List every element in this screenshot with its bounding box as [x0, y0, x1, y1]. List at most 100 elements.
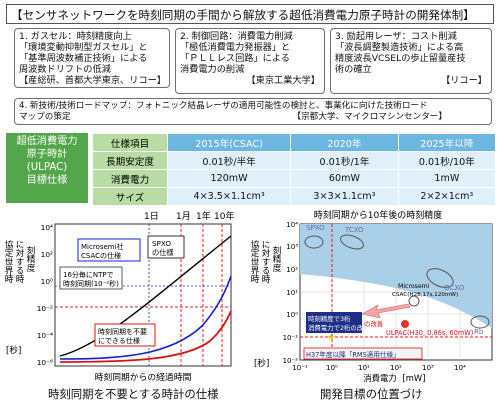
spec-row: サイズ 4×3.5×1.1cm³ 3×3×1.1cm³ 2×2×1cm³: [92, 187, 497, 206]
box3-org: 【リコー】: [441, 75, 487, 86]
improvement-arrow: [361, 303, 411, 319]
right-ytick: 10⁰: [286, 311, 298, 319]
ocxo-label: OCXO: [444, 284, 465, 292]
box1-line1: 1. ガスセル：時刻精度向上: [19, 31, 132, 42]
right-ytick: 10¹: [286, 289, 298, 297]
task-box-1: 1. ガスセル：時刻精度向上 「環境変動抑制型ガスセル」と 「基準周波数補正技術…: [14, 28, 170, 88]
left-graph: 1日 1月 1年 10年 協定世界時 に対する時 刻精度 [秒] 10⁴ 10²…: [3, 210, 234, 383]
box2-line1: 2. 制御回路：消費電力削減: [180, 31, 293, 42]
spec-row: 長期安定度 0.01秒/半年 0.01秒/1年 0.01秒/10年: [92, 151, 497, 170]
spec-col-2025: 2025年以降: [397, 133, 497, 152]
spec-cell: 2×2×1cm³: [397, 187, 497, 206]
right-ytick: 10³: [286, 243, 298, 251]
ann-ntp-line2: 時刻同期(10⁻²秒): [63, 279, 119, 288]
csac-marker: [408, 295, 420, 307]
left-ytick: 10⁰: [41, 277, 53, 286]
left-ylabel-line3: 刻精度: [25, 245, 35, 273]
spxo-label: SPXO: [306, 224, 325, 232]
left-ytick: 10⁻⁶: [37, 358, 53, 367]
spec-cell: 60mW: [290, 169, 399, 188]
spec-col-2020: 2020年: [290, 133, 399, 152]
ann-spxo-box: [147, 235, 185, 259]
left-yticks: 10⁴ 10² 10⁰ 10⁻² 10⁻⁴ 10⁻⁶: [37, 223, 53, 367]
ann-target-line2: にできる仕様: [98, 336, 140, 345]
right-graph-title: 時刻同期から10年後の時刻精度: [314, 209, 442, 221]
ann-microsemi-box: [77, 238, 141, 262]
ann-improve-suffix: の改善: [364, 319, 384, 328]
spec-cell: 1mW: [397, 169, 497, 188]
csac-label2: CSAC(H28,17s,120mW): [392, 292, 458, 298]
right-xtick: 10⁻¹: [292, 364, 308, 372]
box3-line2: 「波長調整製造技術」による高: [335, 42, 464, 53]
spec-cell: 0.01秒/半年: [166, 151, 292, 170]
spec-cell: 4×3.5×1.1cm³: [166, 187, 292, 206]
right-xtick: 10⁰: [326, 364, 338, 372]
right-ylabel-line1: 協定世界時: [249, 239, 259, 283]
page-title: 【センサネットワークを時刻同期の手間から解放する超低消費電力原子時計の開発体制】: [6, 4, 494, 24]
right-yunit: [秒]: [254, 357, 269, 369]
ann-microsemi-line1: Microsemi社: [81, 242, 124, 251]
right-xtick: 10²: [390, 364, 402, 372]
left-ytick: 10⁻⁴: [37, 331, 53, 340]
right-xtick: 10¹: [358, 364, 370, 372]
spxo-curve: [59, 235, 232, 357]
target-star-icon: ★: [327, 333, 335, 343]
box4-line2: マップの策定: [19, 111, 71, 122]
spec-header-row: 仕様項目 2015年(CSAC) 2020年 2025年以降: [92, 133, 497, 152]
ulpac-point: ULPAC(H30, 0.86s, 60mW): [386, 320, 473, 337]
left-ytick: 10⁻²: [37, 304, 53, 313]
left-ylabel: 協定世界時 に対する時 刻精度: [3, 239, 35, 283]
task-box-3: 3. 励起用レーザ：コスト削減 「波長調整製造技術」による高 精度波長VCSEL…: [330, 28, 492, 94]
left-top-label-year: 1年: [196, 210, 211, 222]
right-ylabel-line3: 刻精度: [271, 245, 281, 273]
ulpac-marker: [401, 320, 409, 328]
spec-label-line3: (ULPAC): [26, 162, 68, 173]
box3-line4: 術の確立: [335, 64, 372, 75]
spec-cell: 0.01秒/10年: [397, 151, 497, 170]
right-xtick: 10⁴: [454, 364, 466, 372]
ann-target-right-box: [303, 347, 423, 360]
right-ytick: 10⁴: [286, 221, 298, 229]
csac-label: Microsemi: [398, 283, 430, 290]
rb-ellipse: [470, 315, 490, 329]
spec-label: 超低消費電力 原子時計 (ULPAC) 目標仕様: [6, 133, 88, 203]
box2-line4: 消費電力の削減: [180, 64, 245, 75]
ann-ntp-line1: 16分毎にNTPで: [63, 270, 114, 279]
right-caption: 開発目標の位置づけ: [320, 387, 423, 401]
spxo-ellipse: [304, 235, 324, 249]
right-xunit: [mW]: [403, 373, 426, 383]
spec-cell: 120mW: [166, 169, 292, 188]
spec-table: 仕様項目 2015年(CSAC) 2020年 2025年以降 長期安定度 0.0…: [92, 133, 497, 206]
ann-target-right-text: H37年度以降「RMS適用仕様」: [306, 350, 400, 359]
box2-line3: 「ＰＬＬレス回路」による: [180, 53, 290, 64]
clock-rb: Rb: [470, 315, 490, 336]
spec-header-label: 仕様項目: [92, 133, 168, 152]
box1-line3: 「基準周波数補正技術」による: [19, 53, 148, 64]
box1-org: 【産総研、首都大学東京、リコー】: [19, 75, 166, 86]
spec-cell: 0.01秒/1年: [290, 151, 399, 170]
csac-point: Microsemi CSAC(H28,17s,120mW): [392, 283, 458, 307]
clock-spxo: SPXO: [304, 224, 325, 249]
clock-ocxo: OCXO: [426, 268, 465, 292]
box4-org: 【宗都大学、マイクロマシンセンター】: [292, 111, 447, 122]
box1-line2: 「環境変動抑制型ガスセル」と: [19, 42, 148, 53]
box4-line1: 4. 新技術/技術ロードマップ：フォトニック結晶レーザの適用可能性の検討と、事業…: [19, 101, 428, 111]
left-xlabel: 時刻同期からの経過時間: [95, 371, 192, 383]
spec-cell: 3×3×1.1cm³: [290, 187, 399, 206]
spec-label-line2: 原子時計: [26, 149, 68, 160]
ann-improve-line2: 消費電力で2桁の改善: [308, 323, 370, 332]
ann-spxo: SPXO の仕様: [147, 235, 185, 259]
tcxo-ellipse: [340, 234, 364, 250]
box3-line1: 3. 励起用レーザ：コスト削減: [335, 31, 457, 42]
right-ytick: 10⁻¹: [283, 334, 299, 342]
box2-org: 【東京工業大学】: [246, 75, 321, 86]
spec-row-name: 消費電力: [92, 169, 168, 188]
right-ylabel: 協定世界時 に対する時 刻精度: [249, 239, 281, 283]
right-graph: 時刻同期から10年後の時刻精度 協定世界時 に対する時 刻精度 [秒] 10⁴ …: [249, 209, 493, 383]
right-xtick: 10³: [422, 364, 434, 372]
ann-microsemi-line2: CSACの仕様: [81, 251, 121, 260]
left-top-label-month: 1月: [176, 211, 191, 222]
left-ylabel-line2: に対する時: [14, 240, 24, 283]
spec-col-2015: 2015年(CSAC): [166, 133, 292, 152]
left-caption: 時刻同期を不要とする時計の仕様: [48, 387, 219, 401]
